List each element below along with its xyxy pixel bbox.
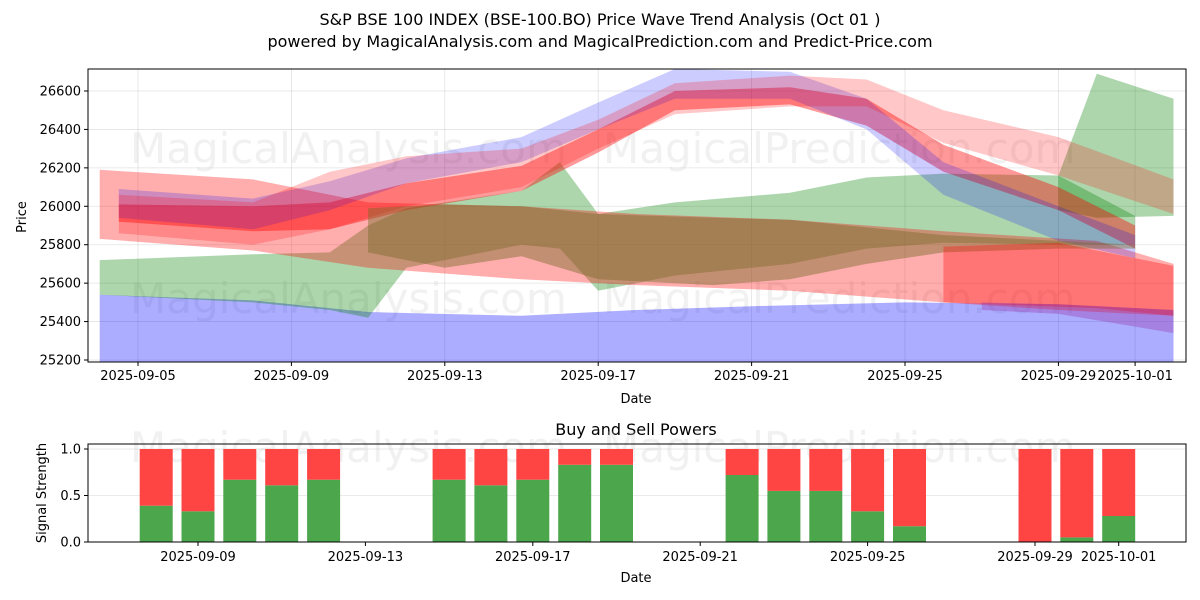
price-x-tick-label: 2025-09-25 (867, 369, 943, 384)
buy-bar (265, 485, 298, 542)
powers-x-tick-label: 2025-10-01 (1081, 550, 1157, 565)
sell-bar (851, 449, 884, 511)
powers-y-ticks: 0.0 0.5 1.0 (60, 443, 88, 551)
price-y-ticks: 25200 25400 25600 25800 26000 26200 26400 26600 (40, 85, 88, 369)
buy-bar (558, 465, 591, 542)
buy-bar (1102, 516, 1135, 542)
buy-bar (1060, 537, 1093, 542)
buy-bar (893, 526, 926, 542)
sell-bar (140, 449, 173, 506)
buy-bar (726, 475, 759, 542)
buy-bar (474, 485, 507, 542)
buy-bar (433, 480, 466, 542)
price-y-axis-label: Price (15, 201, 30, 233)
sell-bar (474, 449, 507, 485)
buy-bar (767, 491, 800, 542)
powers-y-tick-label: 0.0 (60, 536, 81, 551)
price-x-tick-label: 2025-09-13 (407, 369, 483, 384)
sell-bar (1019, 449, 1052, 542)
price-y-tick-label: 26200 (40, 161, 81, 176)
price-y-tick-label: 26000 (40, 200, 81, 215)
price-x-tick-label: 2025-09-21 (714, 369, 790, 384)
powers-x-axis-label: Date (620, 571, 651, 586)
price-x-tick-label: 2025-09-17 (560, 369, 636, 384)
sell-bar (516, 449, 549, 480)
price-x-tick-label: 2025-09-05 (100, 369, 176, 384)
sell-bar (809, 449, 842, 491)
price-y-tick-label: 25200 (40, 354, 81, 369)
powers-x-tick-label: 2025-09-21 (662, 550, 738, 565)
buy-bar (140, 506, 173, 542)
sell-bar (223, 449, 256, 480)
powers-y-axis-label: Signal Strength (35, 443, 50, 543)
sell-bar (767, 449, 800, 491)
powers-x-ticks: 2025-09-09 2025-09-13 2025-09-17 2025-09-21… (160, 542, 1156, 565)
buy-bar (516, 480, 549, 542)
chart-canvas: MagicalAnalysis.com MagicalPrediction.co… (0, 0, 1200, 600)
price-y-tick-label: 26600 (40, 85, 81, 100)
sell-bar (1102, 449, 1135, 516)
sell-bar (307, 449, 340, 480)
sell-bar (600, 449, 633, 465)
sell-bar (558, 449, 591, 465)
powers-x-tick-label: 2025-09-17 (495, 550, 571, 565)
powers-x-tick-label: 2025-09-29 (997, 550, 1073, 565)
buy-bar (809, 491, 842, 542)
price-x-tick-label: 2025-10-01 (1097, 369, 1173, 384)
buy-bar (600, 465, 633, 542)
sell-bar (265, 449, 298, 485)
price-y-tick-label: 25600 (40, 277, 81, 292)
powers-x-tick-label: 2025-09-13 (328, 550, 404, 565)
price-y-tick-label: 25800 (40, 238, 81, 253)
sell-bar (893, 449, 926, 526)
sell-bar (182, 449, 215, 511)
powers-y-tick-label: 1.0 (60, 443, 81, 458)
price-x-tick-label: 2025-09-09 (254, 369, 330, 384)
price-x-tick-label: 2025-09-29 (1021, 369, 1097, 384)
buy-bar (223, 480, 256, 542)
buy-bar (307, 480, 340, 542)
sell-bar (726, 449, 759, 475)
buy-bar (182, 511, 215, 542)
price-y-tick-label: 25400 (40, 315, 81, 330)
powers-x-tick-label: 2025-09-09 (160, 550, 236, 565)
price-x-ticks: 2025-09-05 2025-09-09 2025-09-13 2025-09-17… (100, 362, 1173, 384)
powers-y-tick-label: 0.5 (60, 489, 81, 504)
powers-x-tick-label: 2025-09-25 (830, 550, 906, 565)
price-x-axis-label: Date (620, 392, 651, 407)
sell-bar (433, 449, 466, 480)
price-bands (100, 69, 1174, 362)
sell-bar (1060, 449, 1093, 537)
price-y-tick-label: 26400 (40, 123, 81, 138)
buy-bar (851, 511, 884, 542)
